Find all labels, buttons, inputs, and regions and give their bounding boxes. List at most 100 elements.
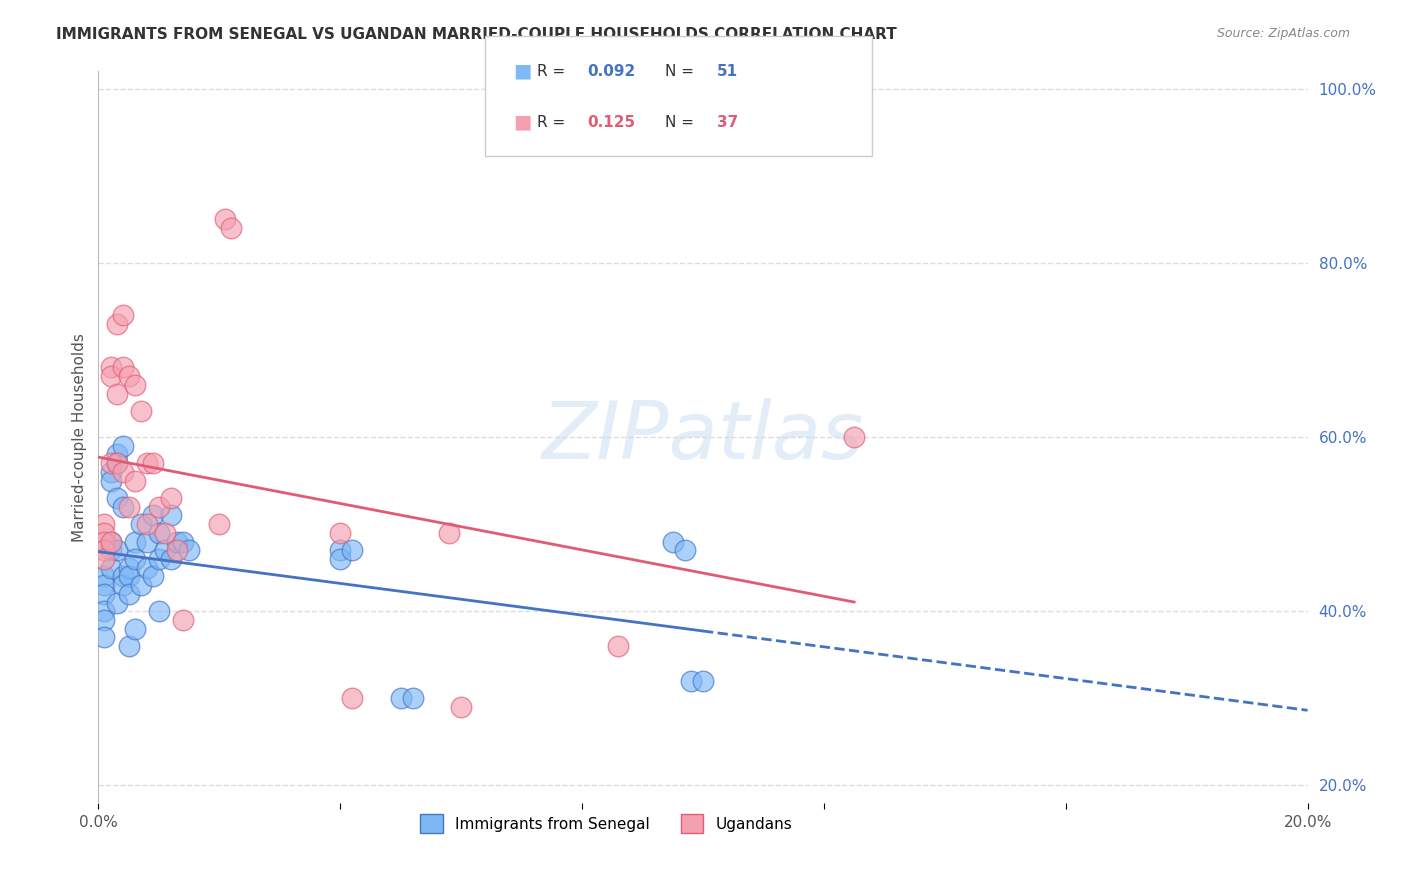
Point (93, 631, 115, 645)
Point (148, 500, 170, 514)
Point (93, 587, 115, 601)
Legend: Immigrants from Senegal, Ugandans: Immigrants from Senegal, Ugandans (413, 808, 799, 839)
Text: 51: 51 (717, 64, 738, 78)
Point (692, 673, 714, 688)
Point (607, 639, 630, 653)
Point (342, 543, 364, 558)
Point (93, 604, 115, 618)
Point (118, 369, 141, 384)
Point (105, 595, 128, 609)
Point (93, 543, 115, 558)
Point (118, 500, 141, 514)
Point (100, 560, 122, 574)
Point (129, 517, 152, 532)
Point (93, 552, 115, 566)
Point (208, 517, 231, 532)
Point (329, 525, 352, 540)
Point (100, 543, 122, 558)
Point (100, 465, 122, 479)
Point (124, 552, 146, 566)
Point (844, 430, 866, 444)
Point (148, 604, 170, 618)
Point (111, 465, 134, 479)
Point (329, 543, 352, 558)
Point (111, 308, 134, 322)
Point (105, 456, 128, 470)
Point (135, 517, 157, 532)
Point (105, 448, 128, 462)
Point (166, 534, 188, 549)
Y-axis label: Married-couple Households: Married-couple Households (72, 333, 87, 541)
Point (142, 456, 165, 470)
Point (160, 491, 183, 505)
Point (402, 691, 425, 706)
Text: N =: N = (665, 115, 699, 129)
Point (129, 404, 152, 418)
Text: ■: ■ (513, 112, 531, 132)
Point (389, 691, 412, 706)
Point (118, 560, 141, 574)
Point (172, 534, 194, 549)
Point (111, 500, 134, 514)
Point (111, 578, 134, 592)
Text: 0.092: 0.092 (588, 64, 636, 78)
Point (111, 569, 134, 583)
Point (450, 700, 472, 714)
Point (135, 560, 157, 574)
Point (329, 552, 352, 566)
Point (105, 543, 128, 558)
Point (105, 317, 128, 331)
Point (124, 377, 146, 392)
Text: Source: ZipAtlas.com: Source: ZipAtlas.com (1216, 27, 1350, 40)
Point (342, 691, 364, 706)
Point (148, 552, 170, 566)
Point (142, 569, 165, 583)
Text: IMMIGRANTS FROM SENEGAL VS UGANDAN MARRIED-COUPLE HOUSEHOLDS CORRELATION CHART: IMMIGRANTS FROM SENEGAL VS UGANDAN MARRI… (56, 27, 897, 42)
Point (93, 578, 115, 592)
Point (221, 221, 243, 235)
Point (160, 552, 183, 566)
Point (160, 508, 183, 523)
Point (118, 639, 141, 653)
Point (172, 613, 194, 627)
Point (93, 534, 115, 549)
Point (129, 578, 152, 592)
Point (100, 534, 122, 549)
Point (437, 525, 460, 540)
Point (124, 534, 146, 549)
Point (153, 525, 176, 540)
Point (118, 587, 141, 601)
Text: R =: R = (537, 64, 571, 78)
Point (111, 360, 134, 375)
Point (142, 508, 165, 523)
Text: ■: ■ (513, 62, 531, 81)
Point (105, 491, 128, 505)
Point (111, 439, 134, 453)
Text: 37: 37 (717, 115, 738, 129)
Text: 0.125: 0.125 (588, 115, 636, 129)
Point (135, 534, 157, 549)
Point (118, 569, 141, 583)
Point (100, 534, 122, 549)
Point (105, 456, 128, 470)
Point (661, 534, 683, 549)
Point (153, 543, 176, 558)
Point (679, 673, 702, 688)
Point (673, 543, 696, 558)
Text: N =: N = (665, 64, 699, 78)
Point (135, 456, 157, 470)
Point (105, 386, 128, 401)
Point (93, 569, 115, 583)
Point (214, 212, 236, 227)
Text: ZIPatlas: ZIPatlas (541, 398, 865, 476)
Point (166, 543, 188, 558)
Point (100, 369, 122, 384)
Point (100, 474, 122, 488)
Point (93, 613, 115, 627)
Point (124, 622, 146, 636)
Point (100, 360, 122, 375)
Text: R =: R = (537, 115, 571, 129)
Point (93, 525, 115, 540)
Point (179, 543, 201, 558)
Point (93, 517, 115, 532)
